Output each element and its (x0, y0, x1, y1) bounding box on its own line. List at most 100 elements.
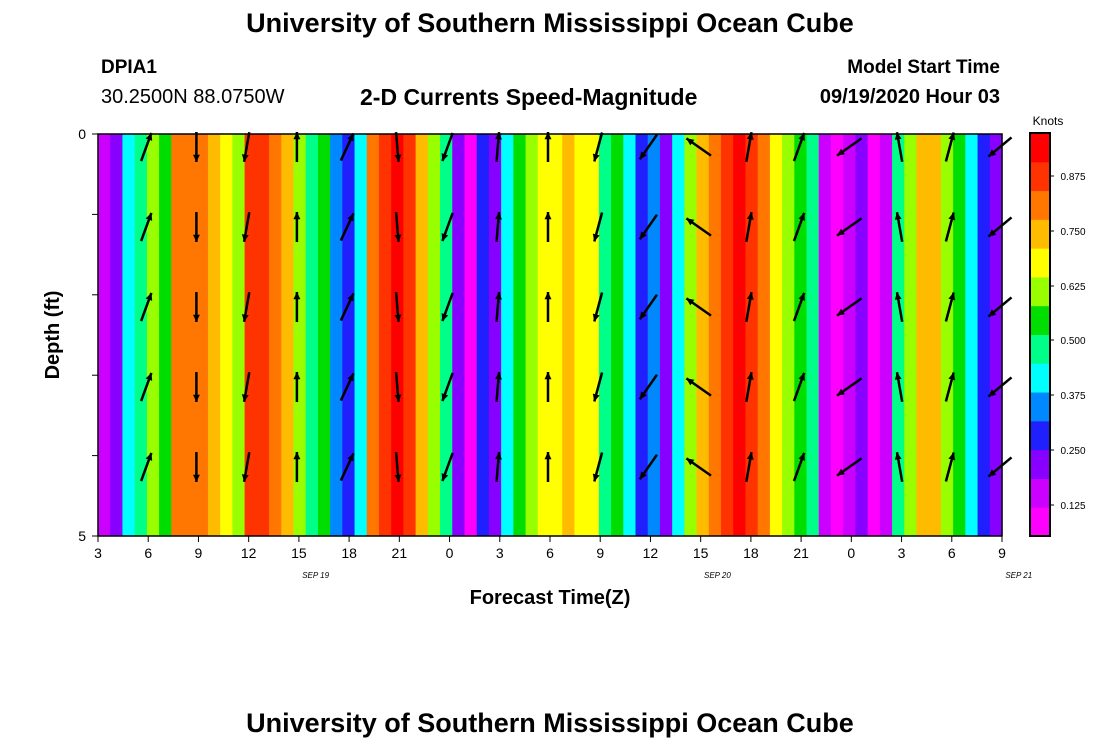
current-arrow (987, 296, 1013, 318)
current-arrow (339, 212, 355, 242)
station-id: DPIA1 (101, 57, 157, 78)
current-arrow (638, 213, 659, 241)
x-tick-label: 9 (596, 545, 604, 561)
heatmap-column (464, 134, 478, 536)
current-arrow (293, 132, 301, 162)
colorbar-swatch (1030, 420, 1050, 451)
current-arrow (394, 451, 402, 483)
colorbar-tick-label: 0.750 (1060, 227, 1085, 238)
colorbar-tick-label: 0.125 (1060, 501, 1085, 512)
date-label: SEP 19 (302, 571, 329, 580)
current-arrow (592, 372, 604, 402)
x-tick-label: 0 (446, 545, 454, 561)
heatmap-column (427, 134, 441, 536)
heatmap-column (330, 134, 343, 536)
heatmap-column (415, 134, 429, 536)
heatmap-column (904, 134, 918, 536)
current-arrow (544, 452, 552, 482)
current-arrow (241, 291, 251, 323)
colorbar-swatch (1030, 449, 1050, 479)
current-arrow (139, 372, 153, 402)
current-arrow (792, 372, 806, 402)
current-arrow (544, 292, 552, 322)
current-arrow (745, 291, 754, 323)
heatmap-column (977, 134, 991, 536)
heatmap-column (598, 134, 612, 536)
x-tick-label: 9 (195, 545, 203, 561)
current-arrow (495, 131, 502, 163)
x-tick-label: 3 (94, 545, 102, 561)
x-axis-label: Forecast Time(Z) (470, 587, 631, 609)
heatmap-column (110, 134, 124, 536)
heatmap-column (721, 134, 734, 536)
x-tick-label: 9 (998, 545, 1006, 561)
current-arrow (139, 292, 153, 322)
heatmap-column (269, 134, 282, 536)
heatmap-column (98, 134, 111, 536)
y-axis-label: Depth (ft) (42, 291, 64, 380)
current-arrow (441, 132, 454, 162)
heatmap-column (476, 134, 490, 536)
heatmap-column (281, 134, 295, 536)
current-arrow (685, 377, 712, 397)
heatmap-column (611, 134, 624, 536)
colorbar-frame (1029, 132, 1051, 537)
current-arrow (544, 212, 552, 242)
current-arrow (685, 217, 712, 237)
heatmap-column (892, 134, 905, 536)
current-arrow (495, 451, 502, 483)
axes: 3 6 9 12 15 18 21 0 3 6 9 12 15 18 21 0 3 6 9 SEP 19 SEP 20 S… (78, 126, 1032, 580)
current-arrow (293, 212, 301, 242)
x-tick-label: 12 (241, 545, 257, 561)
heatmap-column (220, 134, 233, 536)
chart-title: 2-D Currents Speed-Magnitude (360, 84, 698, 110)
heatmap-column (488, 134, 502, 536)
heatmap-column (867, 134, 881, 536)
x-tick-label: 18 (341, 545, 357, 561)
heatmap-column (696, 134, 710, 536)
heatmap-column (354, 134, 368, 536)
current-arrow (394, 371, 402, 403)
current-arrow (592, 452, 604, 482)
heatmap-column (183, 134, 197, 536)
current-arrow (987, 456, 1013, 478)
y-tick-label: 5 (78, 528, 86, 544)
heatmap-column (879, 134, 893, 536)
current-arrow (241, 451, 251, 483)
current-arrow (745, 451, 754, 483)
heatmap-column (574, 134, 588, 536)
colorbar-swatch (1030, 363, 1050, 393)
x-tick-label: 18 (743, 545, 759, 561)
current-arrow (638, 293, 659, 321)
heatmap-column (928, 134, 942, 536)
current-arrow (394, 211, 402, 243)
current-arrow (792, 212, 806, 242)
heatmap-column (452, 134, 466, 536)
current-arrow (894, 211, 904, 243)
heatmap-cells (98, 134, 1003, 536)
colorbar-swatch (1030, 219, 1050, 249)
current-arrow (441, 212, 454, 242)
current-arrow (944, 292, 956, 322)
colorbar-swatch (1030, 161, 1050, 192)
colorbar: 0.875 0.750 0.625 0.500 0.375 0.250 0.125 (1029, 132, 1086, 537)
current-arrow (685, 457, 712, 477)
current-arrow (441, 452, 454, 482)
heatmap-column (342, 134, 356, 536)
colorbar-tick-label: 0.375 (1060, 391, 1085, 402)
current-arrow (987, 136, 1013, 158)
colorbar-swatch (1030, 334, 1050, 364)
current-arrow (836, 377, 863, 397)
current-arrow (193, 372, 200, 402)
page-title: University of Southern Mississippi Ocean… (246, 8, 854, 38)
current-arrow (339, 292, 355, 322)
current-arrow (592, 212, 604, 242)
current-arrow (836, 217, 863, 237)
heatmap-column (550, 134, 563, 536)
current-arrow (293, 292, 301, 322)
current-arrow (193, 132, 200, 162)
colorbar-swatch (1030, 478, 1050, 508)
current-arrow (638, 133, 659, 161)
current-arrow (339, 452, 355, 482)
current-arrow (293, 372, 301, 402)
